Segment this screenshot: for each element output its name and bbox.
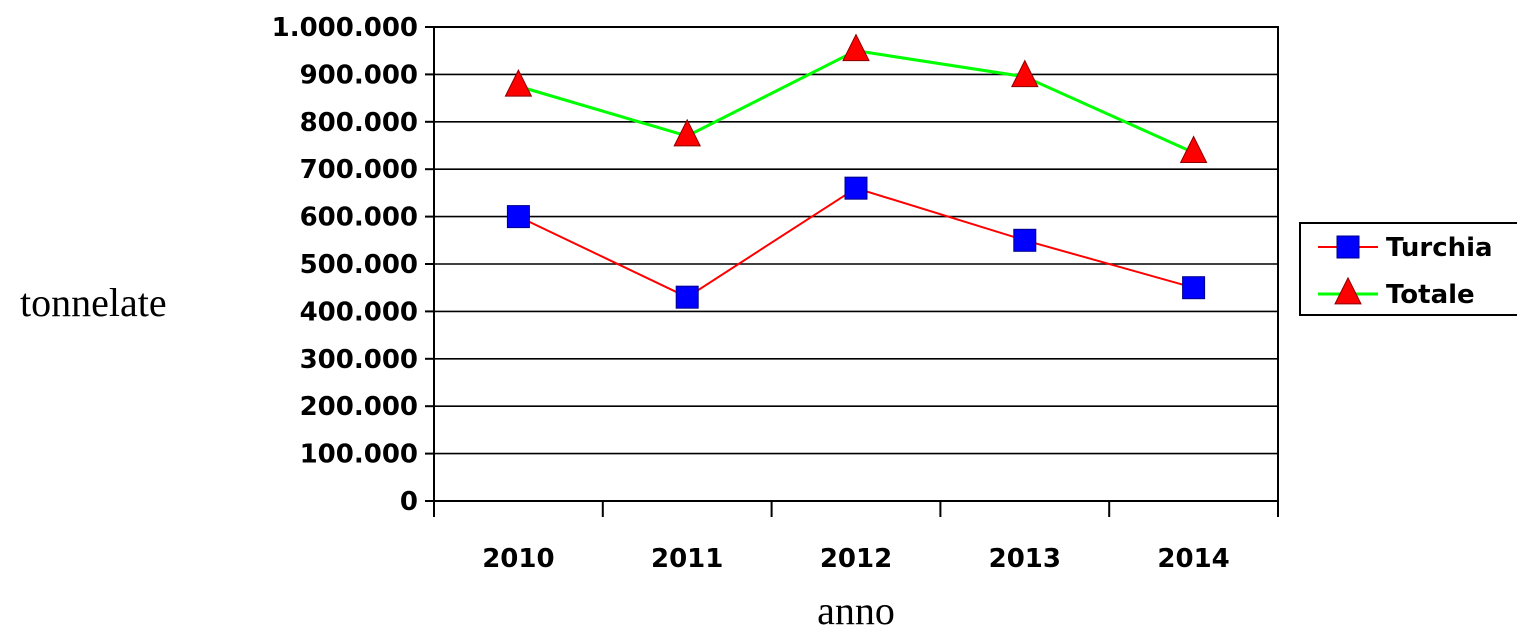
legend-marker-turchia bbox=[1336, 235, 1360, 259]
data-point-turchia bbox=[506, 205, 530, 229]
data-point-totale bbox=[842, 33, 870, 62]
data-point-totale bbox=[504, 69, 533, 97]
data-point-totale bbox=[1010, 59, 1039, 88]
x-tick-label: 2013 bbox=[989, 544, 1061, 574]
x-axis-title: anno bbox=[817, 588, 895, 633]
data-point-turchia bbox=[1182, 276, 1206, 300]
x-axis-ticks: 2010 2011 2012 2013 2014 bbox=[433, 501, 1279, 574]
legend: Turchia Totale bbox=[1299, 222, 1517, 316]
legend-box bbox=[1299, 222, 1517, 316]
legend-label-turchia: Turchia bbox=[1386, 233, 1493, 263]
y-tick-label: 1.000.000 bbox=[272, 13, 418, 43]
series-lines bbox=[517, 49, 1195, 299]
y-tick-label: 100.000 bbox=[300, 440, 418, 470]
data-point-totale bbox=[1179, 135, 1208, 163]
series-line-turchia bbox=[517, 187, 1194, 299]
y-tick-label: 700.000 bbox=[300, 155, 418, 185]
legend-marker-totale bbox=[1334, 276, 1362, 305]
y-tick-label: 600.000 bbox=[300, 203, 418, 233]
series-line-totale bbox=[517, 49, 1195, 154]
data-point-turchia bbox=[844, 176, 868, 200]
y-tick-label: 800.000 bbox=[300, 108, 418, 138]
y-tick-label: 200.000 bbox=[300, 392, 418, 422]
data-point-turchia bbox=[1013, 228, 1037, 252]
gridlines bbox=[434, 73, 1278, 455]
x-tick-label: 2011 bbox=[651, 544, 723, 574]
y-tick-label: 0 bbox=[400, 487, 418, 517]
x-tick-label: 2010 bbox=[482, 544, 554, 574]
y-tick-label: 900.000 bbox=[300, 60, 418, 90]
y-axis-title: tonnelate bbox=[20, 280, 167, 325]
data-point-totale bbox=[673, 118, 702, 147]
legend-label-totale: Totale bbox=[1386, 280, 1475, 310]
y-tick-label: 300.000 bbox=[300, 345, 418, 375]
series-markers bbox=[504, 33, 1208, 309]
y-tick-label: 500.000 bbox=[300, 250, 418, 280]
data-point-turchia bbox=[675, 285, 699, 309]
y-axis-ticks: 0 100.000 200.000 300.000 400.000 500.000 600.… bbox=[272, 13, 434, 517]
x-tick-label: 2014 bbox=[1157, 544, 1229, 574]
y-tick-label: 400.000 bbox=[300, 297, 418, 327]
x-tick-label: 2012 bbox=[820, 544, 892, 574]
